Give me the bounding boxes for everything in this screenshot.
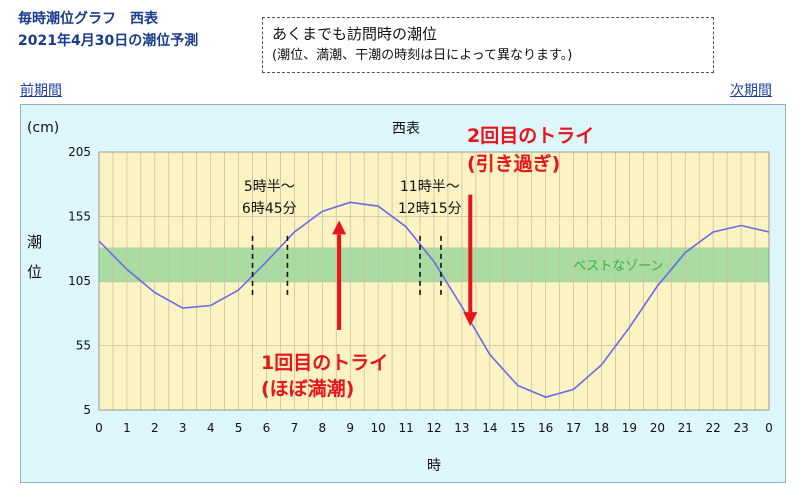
x-tick-label: 0	[765, 421, 773, 435]
y-tick-label: 105	[68, 274, 91, 288]
x-axis-label: 時	[427, 458, 441, 474]
x-tick-label: 2	[151, 421, 159, 435]
time-window-label-1: 6時45分	[242, 201, 297, 217]
x-tick-label: 17	[566, 421, 581, 435]
try1-arrow-head	[332, 220, 347, 235]
x-tick-label: 16	[538, 421, 553, 435]
y-tick-label: 155	[68, 210, 91, 224]
try2-label: (引き過ぎ)	[467, 152, 560, 175]
y-axis-label-char: 位	[27, 263, 42, 281]
x-tick-label: 12	[426, 421, 441, 435]
x-tick-label: 7	[291, 421, 299, 435]
x-tick-label: 10	[371, 421, 386, 435]
prev-period-link[interactable]: 前期間	[20, 83, 62, 99]
time-window-label-1: 5時半～	[244, 179, 295, 195]
x-tick-label: 13	[454, 421, 469, 435]
y-tick-label: 55	[76, 339, 91, 353]
y-axis-unit: (cm)	[27, 120, 59, 136]
x-tick-label: 3	[179, 421, 187, 435]
next-period-link[interactable]: 次期間	[730, 83, 772, 99]
tide-series-line	[98, 201, 770, 398]
best-zone-label: ベストなゾーン	[573, 259, 664, 274]
page-title: 毎時潮位グラフ 西表 2021年4月30日の潮位予測	[18, 8, 198, 52]
x-tick-label: 15	[510, 421, 525, 435]
note-line2: (潮位、満潮、干潮の時刻は日によって異なります。)	[272, 48, 573, 63]
title-line2: 2021年4月30日の潮位予測	[18, 33, 199, 49]
title-line1: 毎時潮位グラフ 西表	[18, 11, 158, 27]
time-window-label-2: 12時15分	[398, 201, 462, 217]
time-window-label-2: 11時半～	[400, 179, 460, 195]
x-tick-label: 1	[123, 421, 131, 435]
note-box: あくまでも訪問時の潮位 (潮位、満潮、干潮の時刻は日によって異なります。)	[262, 17, 714, 73]
chart-title: 西表	[392, 121, 420, 137]
x-tick-label: 20	[650, 421, 665, 435]
x-tick-label: 4	[207, 421, 215, 435]
chart-container: 5 55 105 155 205 0 1 2 3 4 5 6 7 8 9 10 11 12 13 14 15 16 17 18…	[20, 104, 786, 483]
x-tick-label: 14	[482, 421, 497, 435]
try2-label: 2回目のトライ	[467, 125, 594, 147]
x-tick-label: 11	[398, 421, 413, 435]
x-tick-label: 9	[346, 421, 354, 435]
x-tick-label: 23	[733, 421, 748, 435]
x-tick-label: 19	[622, 421, 637, 435]
x-tick-label: 8	[319, 421, 327, 435]
y-axis-label-char: 潮	[27, 233, 42, 251]
try1-label: (ほぼ満潮)	[261, 378, 354, 400]
x-tick-label: 0	[95, 421, 103, 435]
x-tick-label: 22	[706, 421, 721, 435]
note-line1: あくまでも訪問時の潮位	[272, 25, 438, 43]
x-tick-label: 18	[594, 421, 609, 435]
x-tick-label: 21	[678, 421, 693, 435]
try1-label: 1回目のトライ	[261, 352, 388, 374]
x-tick-label: 6	[263, 421, 271, 435]
try2-arrow-head	[463, 312, 478, 327]
y-tick-label: 205	[68, 145, 91, 159]
plot-border	[98, 151, 770, 411]
x-tick-label: 5	[235, 421, 243, 435]
y-tick-label: 5	[83, 403, 91, 417]
